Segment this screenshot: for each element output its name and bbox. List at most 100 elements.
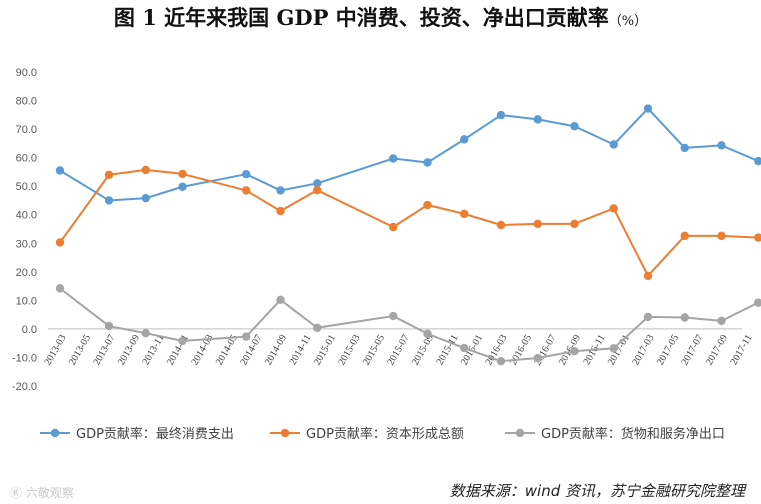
x-tick-label: 2016-03 [483,333,509,367]
x-tick-label: 2015-03 [336,333,362,367]
x-tick-label: 2017-05 [655,333,681,367]
chart-title-unit: （%） [608,14,648,29]
x-tick-label: 2014-09 [263,333,289,367]
x-tick-label: 2013-05 [67,333,93,367]
x-tick-label: 2017-09 [704,333,730,367]
series-1-point [496,110,506,120]
series-2-point [389,222,398,232]
data-source-note: 数据来源：wind 资讯，苏宁金融研究院整理 [449,482,745,500]
series-2-point [178,169,187,179]
series-2-point [570,219,579,229]
y-tick-label: 60.0 [16,153,37,165]
series-1-point [178,182,187,191]
series-3-point [717,316,726,326]
x-tick-label: 2015-07 [385,333,411,367]
x-tick-label: 2013-11 [141,333,167,367]
series-1-point [460,135,469,144]
series-3-point [460,343,469,353]
legend-swatch-marker [515,428,525,438]
series-line-1 [59,107,759,202]
y-tick-label: 90.0 [16,67,37,79]
x-tick-label: 2017-03 [630,333,656,367]
series-2-point [609,204,618,213]
chart-title: 图 1 近年来我国 GDP 中消费、投资、净出口贡献率（%） [113,5,648,30]
x-tick-label: 2016-07 [532,333,558,367]
y-tick-label: 70.0 [16,124,37,136]
y-tick-label: 80.0 [16,96,37,108]
y-tick-label: -20.0 [12,381,37,393]
series-3-point [141,328,150,338]
series-3-point [55,284,65,293]
legend-swatch-marker [280,428,290,438]
series-1-point [609,140,618,149]
x-tick-label: 2015-01 [312,333,338,367]
legend-label: GDP贡献率：资本形成总额 [306,426,464,442]
series-1-point [242,169,251,179]
y-tick-label: 30.0 [16,238,37,250]
series-1-point [717,141,726,150]
series-2-point [717,231,726,241]
series-1-point [313,179,322,188]
x-tick-label: 2013-09 [116,333,142,367]
series-3-point [276,295,285,304]
series-3-point [242,332,251,341]
series-1-point [570,122,579,131]
y-tick-label: 20.0 [16,267,37,279]
legend-swatch-marker [50,428,60,438]
series-3-point [609,344,618,353]
series-2-point [141,165,150,175]
series-3-point [389,311,398,321]
y-tick-label: 40.0 [16,210,37,222]
y-tick-label: -10.0 [12,352,37,364]
series-1-point [643,104,653,113]
series-2-point [643,271,653,281]
series-3-point [313,323,322,332]
series-2-point [104,170,114,179]
series-line-2 [59,168,759,277]
series-1-point [680,143,689,153]
series-3-point [178,336,187,346]
series-2-point [680,231,689,241]
series-3-point [754,298,761,307]
x-tick-label: 2017-07 [679,333,705,367]
series-1-point [389,154,398,163]
series-3-point [680,313,689,322]
series-2-point [276,206,285,216]
series-2-point [242,186,251,195]
x-tick-label: 2017-11 [729,333,755,367]
series-1-point [754,156,761,166]
series-1-point [141,193,150,203]
series-3-point [533,353,542,363]
series-1-point [423,158,432,167]
series-1-point [104,196,114,205]
series-2-point [496,220,506,230]
series-line-3 [59,287,759,363]
series-1-point [55,166,65,175]
series-3-point [423,329,432,338]
series-3-point [104,321,114,331]
y-tick-label: 0.0 [22,324,37,336]
legend-label: GDP贡献率：最终消费支出 [76,426,234,442]
y-tick-label: 10.0 [16,295,37,307]
x-tick-label: 2014-11 [288,333,314,367]
x-tick-label: 2015-09 [410,333,436,367]
series-2-point [754,233,761,242]
series-3-point [496,356,506,366]
x-tick-label: 2013-07 [91,333,117,367]
x-tick-label: 2017-01 [606,333,632,367]
series-2-point [533,219,542,229]
x-tick-label: 2015-05 [361,333,387,367]
series-3-point [570,346,579,356]
series-2-point [423,200,432,210]
legend-label: GDP贡献率：货物和服务净出口 [541,426,725,442]
series-2-point [460,209,469,219]
series-1-point [533,115,542,124]
x-tick-label: 2013-03 [42,333,68,367]
series-3-point [643,312,653,322]
x-tick-label: 2016-05 [508,333,534,367]
y-tick-label: 50.0 [16,181,37,193]
series-2-point [55,238,65,247]
series-2-point [313,185,322,195]
series-1-point [276,186,285,195]
